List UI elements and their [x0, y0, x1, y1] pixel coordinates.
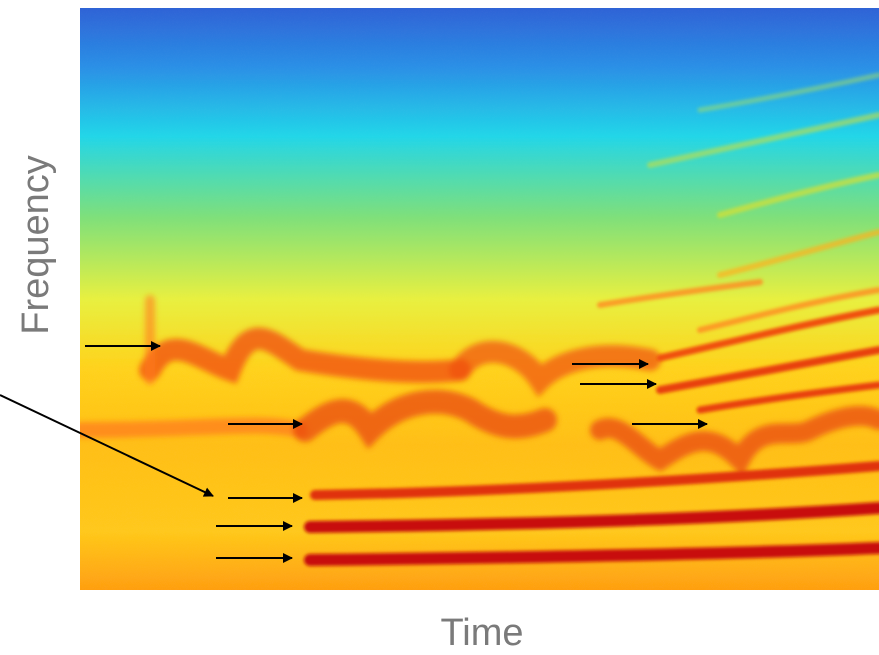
- arrows: [0, 341, 708, 563]
- x-axis-label: Time: [440, 612, 523, 650]
- spectrogram: [80, 8, 879, 590]
- y-axis-label: Frequency: [15, 155, 57, 335]
